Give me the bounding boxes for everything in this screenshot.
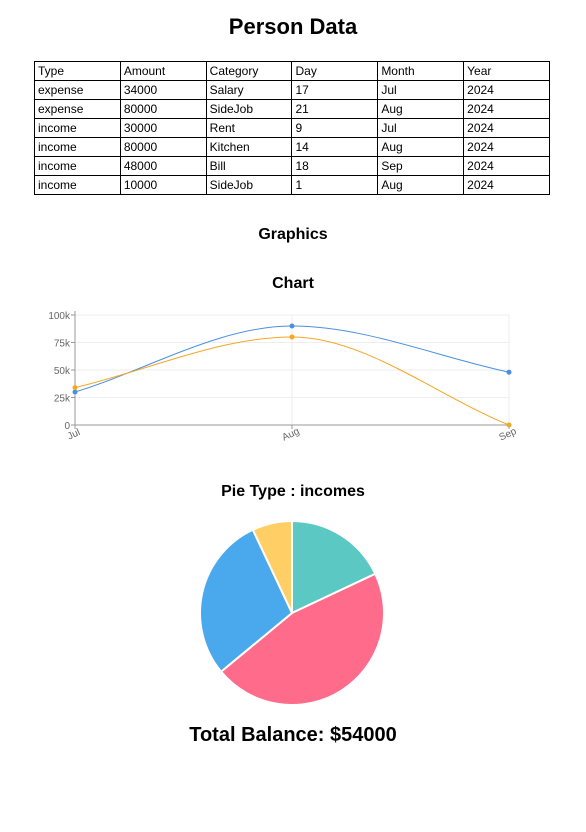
table-cell: Kitchen [205,137,293,157]
table-cell: 2024 [463,137,550,157]
total-balance: Total Balance: $54000 [189,724,397,746]
column-header: Year [463,61,550,81]
y-tick-label: 25k [54,394,71,405]
table-row: income 48000 Bill 18 Sep 2024 [34,156,550,176]
table-cell: Sep [377,156,465,176]
table-cell: 2024 [463,80,550,100]
table-cell: 9 [291,118,379,138]
table-cell: expense [34,99,121,119]
table-cell: 1 [291,175,379,195]
column-header: Day [291,61,379,81]
y-tick-label: 75k [54,339,71,350]
data-point [72,385,78,391]
table-cell: 21 [291,99,379,119]
table-cell: Bill [205,156,293,176]
table-cell: 34000 [119,80,207,100]
page-title: Person Data [228,14,358,39]
table-header-row: Type Amount Category Day Month Year [34,61,550,81]
x-tick-label: Jul [66,427,82,442]
table-cell: 80000 [119,99,207,119]
data-point [289,323,295,329]
table-cell: Salary [205,80,293,100]
x-tick-label: Aug [281,426,302,443]
y-tick-label: 100k [48,311,71,322]
line-chart-title: Chart [272,275,314,292]
table-cell: 2024 [463,156,550,176]
table-cell: income [34,156,121,176]
table-cell: 10000 [119,175,207,195]
data-point [506,422,512,428]
table-cell: 2024 [463,175,550,195]
table-row: income 80000 Kitchen 14 Aug 2024 [34,137,550,157]
data-point [289,334,295,340]
table-row: income 30000 Rent 9 Jul 2024 [34,118,550,138]
graphics-heading: Graphics [258,226,328,243]
table-cell: 14 [291,137,379,157]
table-cell: Jul [377,118,465,138]
table-cell: Aug [377,137,465,157]
table-cell: Aug [377,99,465,119]
column-header: Category [205,61,293,81]
table-cell: SideJob [205,175,293,195]
table-cell: Rent [205,118,293,138]
y-tick-label: 50k [54,366,71,377]
table-cell: income [34,118,121,138]
pie-slice [291,519,377,615]
table-cell: 2024 [463,118,550,138]
column-header: Type [34,61,121,81]
table-cell: 80000 [119,137,207,157]
table-cell: Jul [377,80,465,100]
data-table: Type Amount Category Day Month Year expe… [34,61,550,195]
pie-chart [199,519,385,706]
x-tick-label: Sep [498,426,519,444]
pie-slice [219,572,385,706]
y-tick-label: 0 [64,421,70,432]
table-cell: Aug [377,175,465,195]
column-header: Amount [119,61,207,81]
data-point [506,369,512,375]
table-row: expense 80000 SideJob 21 Aug 2024 [34,99,550,119]
table-cell: 30000 [119,118,207,138]
table-row: expense 34000 Salary 17 Jul 2024 [34,80,550,100]
pie-slice [251,519,293,614]
pie-chart-title: Pie Type : incomes [221,483,365,500]
table-row: income 10000 SideJob 1 Aug 2024 [34,175,550,195]
data-point [72,389,78,395]
table-cell: 48000 [119,156,207,176]
table-cell: income [34,137,121,157]
table-cell: SideJob [205,99,293,119]
line-chart: 0 25k 50k 75k 100k Jul Aug Sep [48,311,519,444]
column-header: Month [377,61,465,81]
table-cell: 2024 [463,99,550,119]
table-cell: income [34,175,121,195]
table-cell: expense [34,80,121,100]
table-cell: 18 [291,156,379,176]
table-cell: 17 [291,80,379,100]
